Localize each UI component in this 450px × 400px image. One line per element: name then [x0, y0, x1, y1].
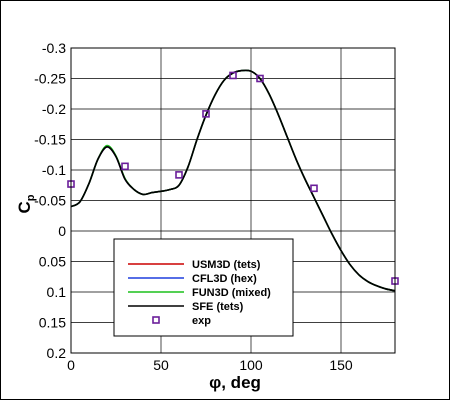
legend-label: FUN3D (mixed): [192, 287, 271, 299]
y-tick-label: -0.15: [34, 132, 66, 148]
plot-area-border: [70, 47, 396, 354]
legend: USM3D (tets) CFL3D (hex) FUN3D (mixed) SFE …: [113, 238, 294, 337]
x-axis-title: φ, deg: [209, 373, 261, 392]
y-tick-label: -0.2: [42, 101, 66, 117]
legend-marker: [152, 316, 160, 324]
y-axis-title-main: C: [15, 201, 34, 213]
y-tick-label: -0.1: [42, 162, 66, 178]
x-tick-label: 50: [153, 357, 169, 373]
y-axis-title: Cp: [15, 194, 37, 213]
legend-label: SFE (tets): [192, 301, 244, 313]
exp-marker: [121, 162, 129, 171]
y-tick-label: -0.3: [42, 40, 66, 56]
x-tick-label: 150: [329, 357, 353, 373]
y-tick-label: 0.1: [47, 284, 67, 300]
x-tick-label: 0: [67, 357, 75, 373]
y-tick-label: 0.15: [39, 315, 66, 331]
legend-box: [113, 238, 294, 337]
axis-ticks: 0 50 100 150 -0.3 -0.25 -0.2 -0.15 -0.1 -0.05 0 0.0…: [34, 40, 353, 373]
y-tick-label: -0.25: [34, 71, 66, 87]
exp-marker: [229, 71, 237, 80]
y-tick-label: 0.2: [47, 345, 67, 361]
exp-marker: [256, 74, 264, 83]
legend-label: USM3D (tets): [192, 259, 261, 271]
exp-marker: [202, 110, 210, 118]
x-tick-label: 100: [239, 357, 263, 373]
y-tick-label: 0: [58, 223, 66, 239]
y-tick-label: 0.05: [39, 254, 66, 270]
y-tick-label: -0.05: [34, 193, 66, 209]
legend-label: CFL3D (hex): [192, 273, 257, 285]
y-axis-title-subscript: p: [25, 194, 37, 201]
legend-label: exp: [192, 315, 211, 327]
exp-marker: [175, 171, 183, 179]
exp-marker: [310, 184, 318, 193]
